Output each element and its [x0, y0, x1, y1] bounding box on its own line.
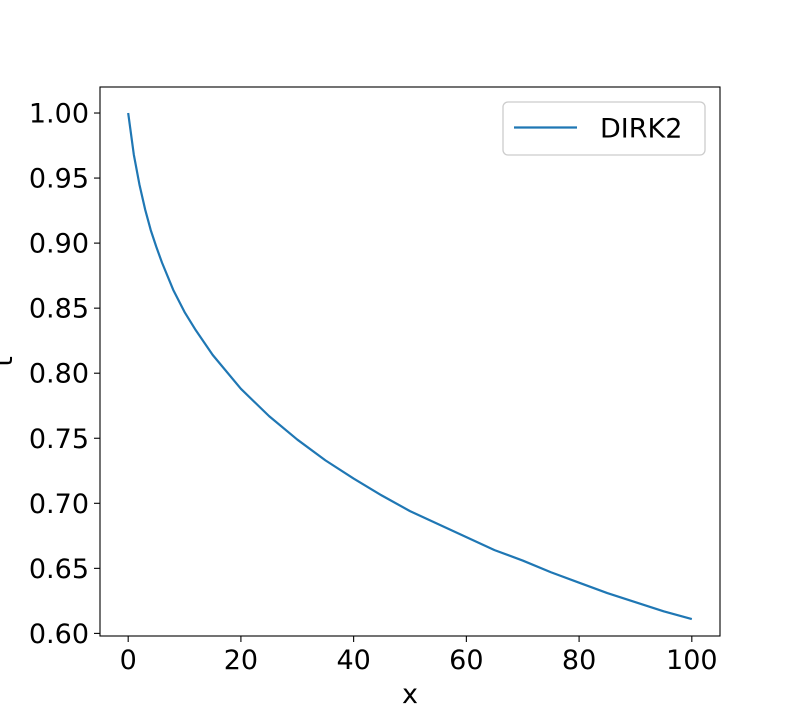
y-tick-label: 1.00 [29, 99, 89, 130]
legend: DIRK2 [502, 101, 706, 156]
y-tick-label: 0.85 [29, 294, 89, 325]
y-axis-label: t [0, 356, 19, 367]
series-layer [127, 112, 693, 621]
y-tick-label: 0.95 [29, 164, 89, 195]
x-tick-label: 60 [449, 645, 483, 676]
axes-frame [99, 86, 721, 637]
axes-border [99, 86, 721, 637]
legend-label-dirk2: DIRK2 [600, 114, 682, 145]
x-axis-ticks: 0 20 40 60 80 100 [120, 636, 718, 676]
series-line-dirk2 [127, 112, 693, 621]
y-tick-label: 0.60 [29, 619, 89, 650]
y-axis-ticks: 0.60 0.65 0.70 0.75 0.80 0.85 0.90 0.95 1.00 [29, 99, 100, 650]
y-tick-label: 0.75 [29, 424, 89, 455]
x-axis-label: x [402, 679, 418, 710]
x-tick-label: 40 [336, 645, 370, 676]
y-tick-label: 0.90 [29, 229, 89, 260]
y-tick-label: 0.80 [29, 359, 89, 390]
x-tick-label: 0 [120, 645, 137, 676]
y-tick-label: 0.65 [29, 554, 89, 585]
x-tick-label: 20 [224, 645, 258, 676]
x-tick-label: 100 [666, 645, 718, 676]
legend-box [502, 101, 706, 156]
x-tick-label: 80 [562, 645, 596, 676]
y-tick-label: 0.70 [29, 489, 89, 520]
